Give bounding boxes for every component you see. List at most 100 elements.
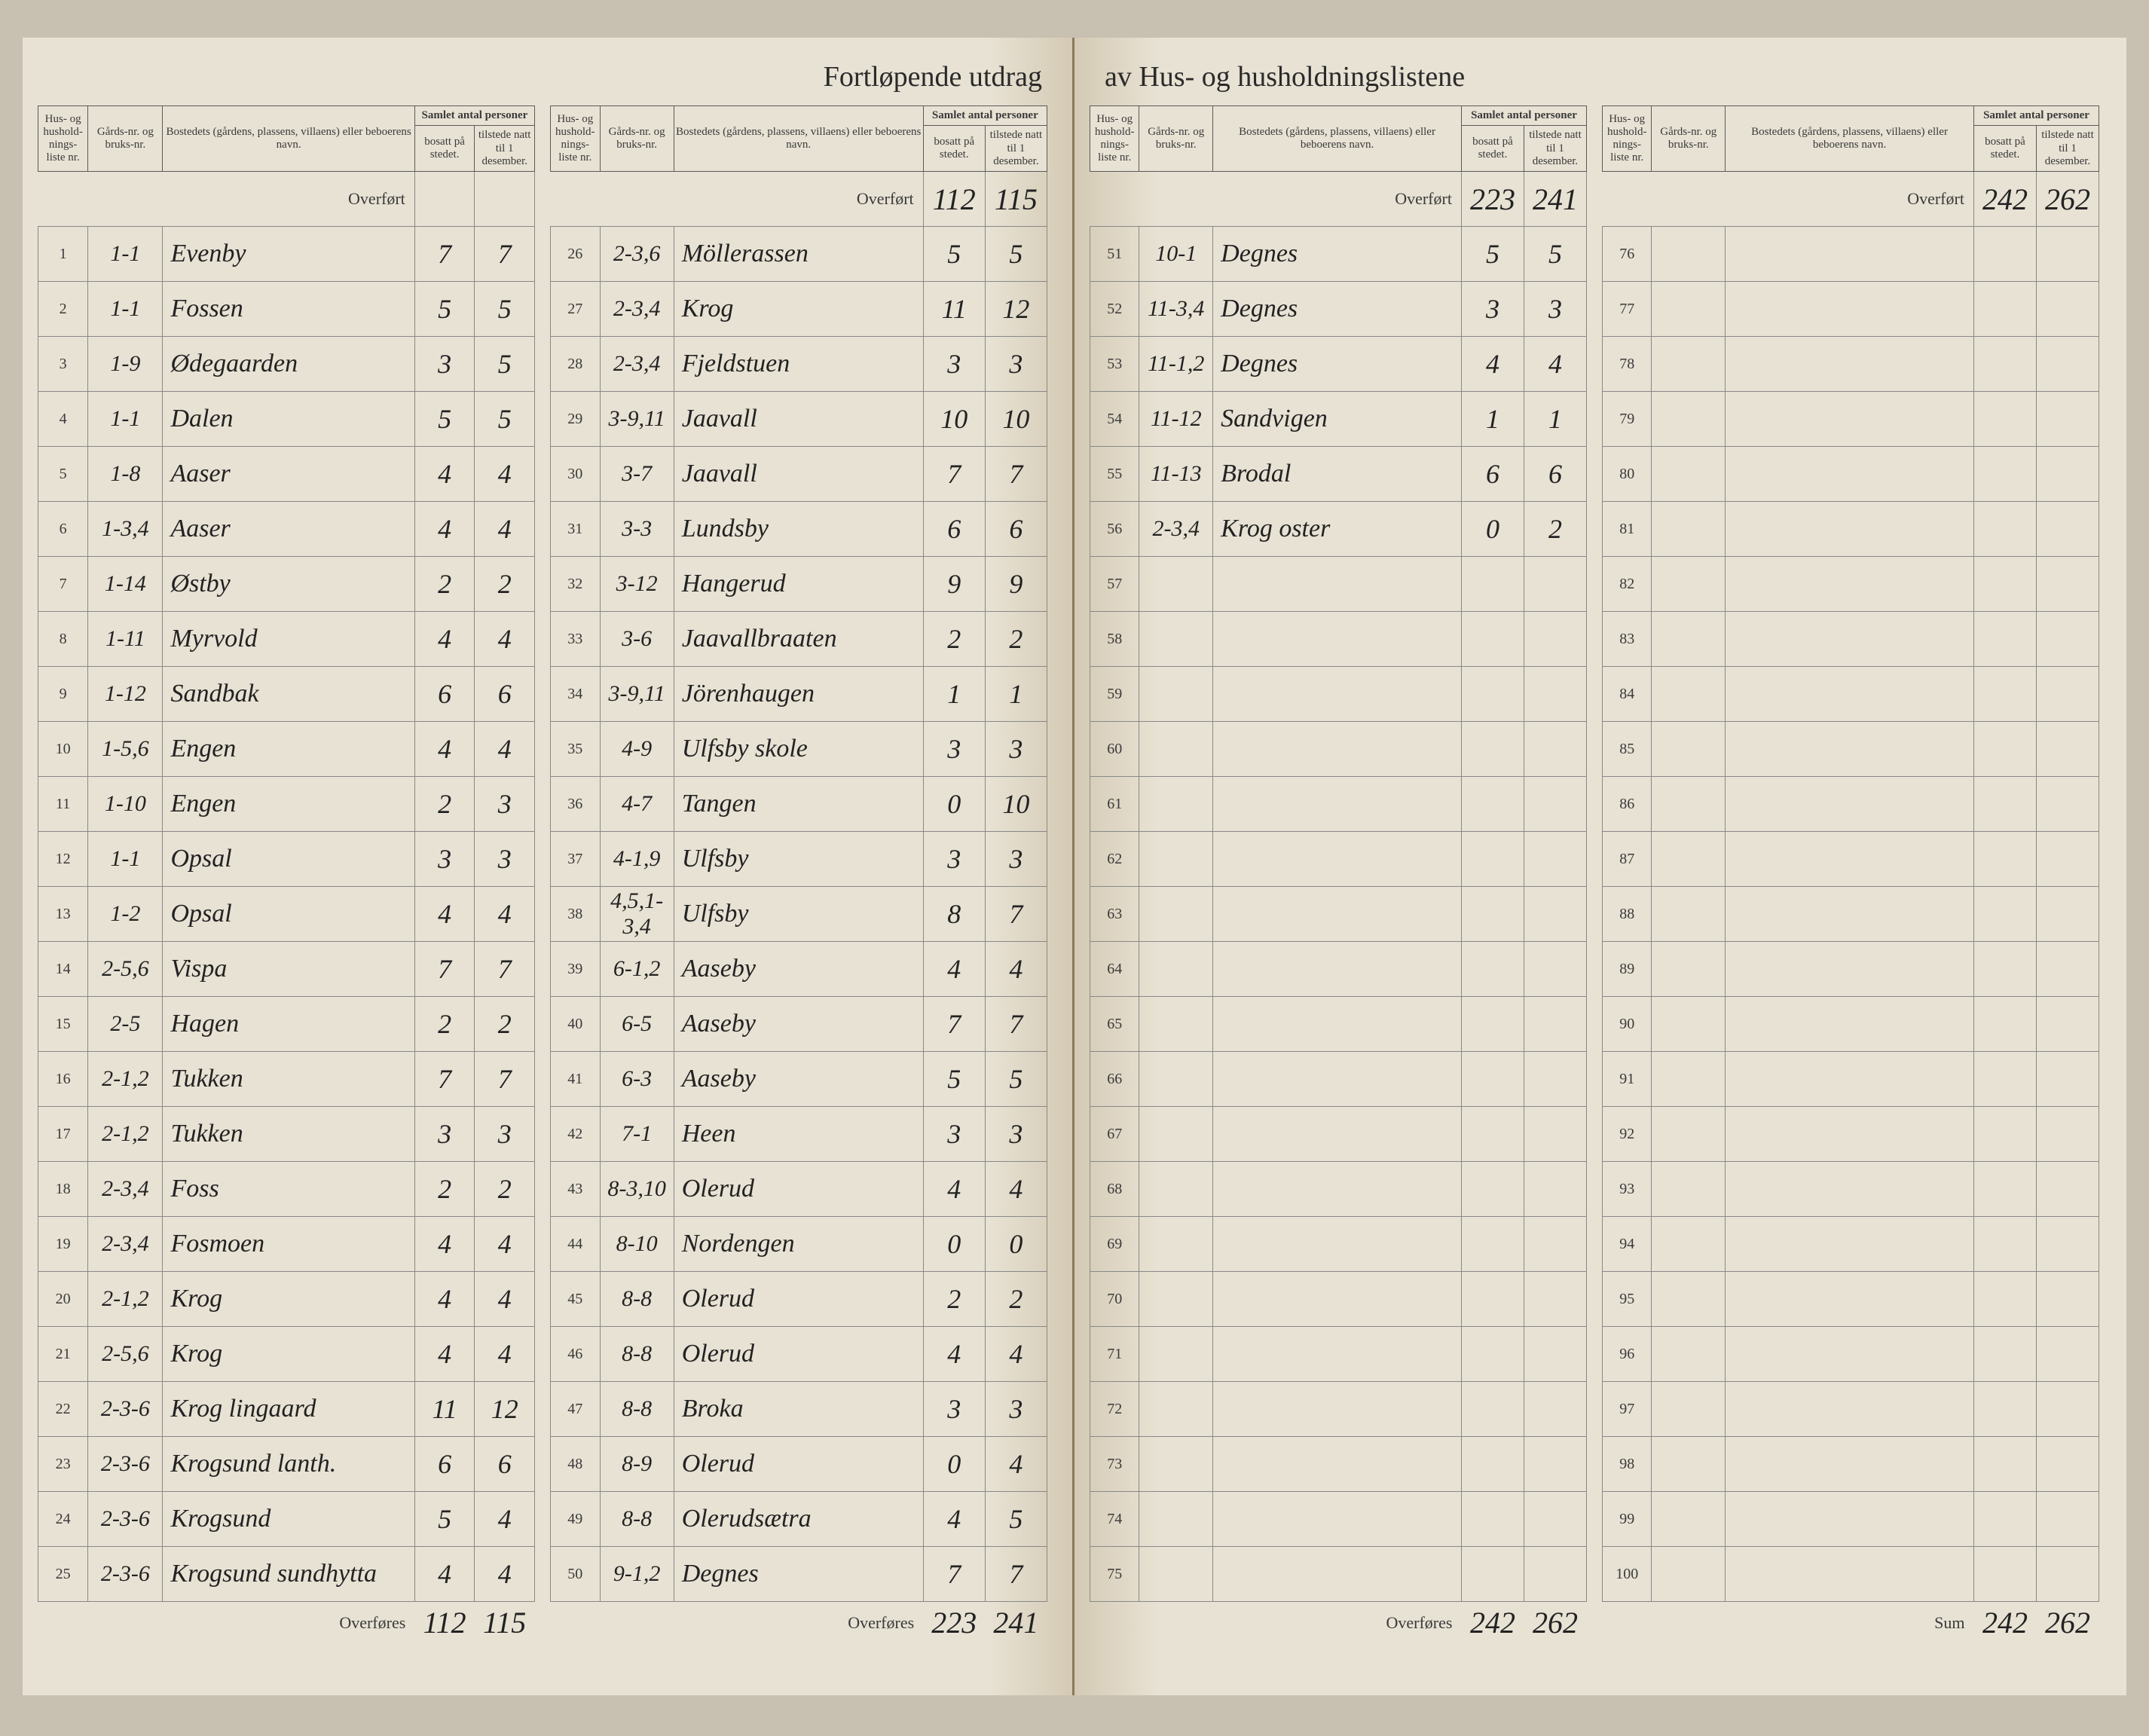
cell-tilstede bbox=[2036, 1052, 2099, 1107]
cell-bosted-name bbox=[1213, 997, 1462, 1052]
table-row: 5110-1Degnes55 bbox=[1090, 227, 1587, 282]
cell-bosted-name bbox=[1726, 722, 1974, 777]
cell-tilstede: 7 bbox=[985, 1547, 1047, 1602]
cell-bosatt: 1 bbox=[1461, 392, 1524, 447]
cell-bosatt: 4 bbox=[414, 447, 475, 502]
cell-bosted-name bbox=[1213, 1382, 1462, 1437]
cell-bosatt: 2 bbox=[414, 997, 475, 1052]
cell-bosatt bbox=[1973, 1382, 2036, 1437]
row-number: 64 bbox=[1090, 942, 1139, 997]
table-row: 92 bbox=[1603, 1107, 2099, 1162]
cell-gnr bbox=[1652, 777, 1726, 832]
cell-bosted-name bbox=[1726, 337, 1974, 392]
cell-bosatt bbox=[1973, 337, 2036, 392]
cell-gnr: 3-7 bbox=[600, 447, 674, 502]
th-samlet: Samlet antal personer bbox=[1461, 106, 1586, 126]
cell-tilstede bbox=[2036, 1217, 2099, 1272]
cell-tilstede: 5 bbox=[985, 1052, 1047, 1107]
table-row: 333-6Jaavallbraaten22 bbox=[551, 612, 1047, 667]
row-number: 81 bbox=[1603, 502, 1652, 557]
cell-bosted-name bbox=[1213, 887, 1462, 942]
cell-bosatt: 11 bbox=[923, 282, 985, 337]
row-number: 39 bbox=[551, 942, 601, 997]
row-number: 27 bbox=[551, 282, 601, 337]
overfort-bosatt bbox=[414, 172, 475, 227]
cell-tilstede: 7 bbox=[475, 1052, 535, 1107]
cell-gnr: 8-8 bbox=[600, 1382, 674, 1437]
row-number: 52 bbox=[1090, 282, 1139, 337]
cell-bosted-name bbox=[1213, 942, 1462, 997]
cell-bosatt bbox=[1461, 777, 1524, 832]
cell-gnr bbox=[1139, 1217, 1213, 1272]
row-number: 6 bbox=[38, 502, 88, 557]
row-number: 16 bbox=[38, 1052, 88, 1107]
table-row: 182-3,4Foss22 bbox=[38, 1162, 535, 1217]
cell-bosatt: 4 bbox=[414, 1217, 475, 1272]
cell-gnr: 8-9 bbox=[600, 1437, 674, 1492]
cell-tilstede: 3 bbox=[985, 1107, 1047, 1162]
cell-tilstede: 6 bbox=[475, 1437, 535, 1492]
cell-gnr bbox=[1139, 832, 1213, 887]
cell-tilstede: 3 bbox=[985, 722, 1047, 777]
cell-bosted-name: Lundsby bbox=[674, 502, 923, 557]
cell-gnr bbox=[1139, 1162, 1213, 1217]
cell-tilstede: 4 bbox=[475, 1492, 535, 1547]
cell-bosted-name bbox=[1726, 447, 1974, 502]
cell-gnr: 1-2 bbox=[88, 887, 163, 942]
row-number: 5 bbox=[38, 447, 88, 502]
cell-gnr bbox=[1139, 777, 1213, 832]
cell-tilstede bbox=[1524, 832, 1586, 887]
cell-gnr bbox=[1139, 722, 1213, 777]
cell-bosatt: 2 bbox=[414, 777, 475, 832]
table-row: 93 bbox=[1603, 1162, 2099, 1217]
row-number: 28 bbox=[551, 337, 601, 392]
table-row: 252-3-6Krogsund sundhytta44 bbox=[38, 1547, 535, 1602]
row-number: 44 bbox=[551, 1217, 601, 1272]
overfort-label: Overført bbox=[551, 172, 924, 227]
table-row: 303-7Jaavall77 bbox=[551, 447, 1047, 502]
cell-bosted-name: Krog bbox=[163, 1272, 414, 1327]
cell-gnr: 6-1,2 bbox=[600, 942, 674, 997]
cell-gnr bbox=[1652, 1382, 1726, 1437]
overfort-row: Overført223241 bbox=[1090, 172, 1587, 227]
cell-gnr bbox=[1652, 1162, 1726, 1217]
table-row: 61-3,4Aaser44 bbox=[38, 502, 535, 557]
table-row: 5211-3,4Degnes33 bbox=[1090, 282, 1587, 337]
cell-bosatt: 6 bbox=[1461, 447, 1524, 502]
overfort-row: Overført bbox=[38, 172, 535, 227]
th-bosted: Bostedets (gårdens, plassens, villaens) … bbox=[163, 106, 414, 172]
cell-bosted-name bbox=[1726, 612, 1974, 667]
th-samlet: Samlet antal personer bbox=[414, 106, 534, 126]
row-number: 100 bbox=[1603, 1547, 1652, 1602]
table-row: 82 bbox=[1603, 557, 2099, 612]
cell-gnr: 1-1 bbox=[88, 392, 163, 447]
row-number: 15 bbox=[38, 997, 88, 1052]
cell-bosatt bbox=[1461, 1437, 1524, 1492]
row-number: 22 bbox=[38, 1382, 88, 1437]
cell-bosted-name bbox=[1726, 1272, 1974, 1327]
table-row: 242-3-6Krogsund54 bbox=[38, 1492, 535, 1547]
cell-tilstede: 9 bbox=[985, 557, 1047, 612]
cell-gnr: 1-11 bbox=[88, 612, 163, 667]
cell-gnr: 6-3 bbox=[600, 1052, 674, 1107]
th-gnr: Gårds-nr. og bruks-nr. bbox=[88, 106, 163, 172]
cell-tilstede bbox=[2036, 997, 2099, 1052]
cell-bosted-name: Olerudsætra bbox=[674, 1492, 923, 1547]
row-number: 75 bbox=[1090, 1547, 1139, 1602]
table-row: 58 bbox=[1090, 612, 1587, 667]
cell-gnr: 1-1 bbox=[88, 227, 163, 282]
cell-gnr: 2-3,6 bbox=[600, 227, 674, 282]
cell-gnr: 8-8 bbox=[600, 1272, 674, 1327]
cell-bosted-name: Evenby bbox=[163, 227, 414, 282]
cell-bosted-name: Olerud bbox=[674, 1437, 923, 1492]
row-number: 35 bbox=[551, 722, 601, 777]
cell-bosatt: 4 bbox=[1461, 337, 1524, 392]
cell-bosatt: 4 bbox=[414, 612, 475, 667]
cell-bosatt: 0 bbox=[923, 1437, 985, 1492]
table-row: 21-1Fossen55 bbox=[38, 282, 535, 337]
cell-tilstede: 2 bbox=[475, 997, 535, 1052]
ledger-spread: Fortløpende utdrag Hus- og hushold-nings… bbox=[23, 38, 2126, 1695]
cell-tilstede bbox=[2036, 1162, 2099, 1217]
cell-gnr bbox=[1139, 942, 1213, 997]
cell-gnr: 8-8 bbox=[600, 1327, 674, 1382]
